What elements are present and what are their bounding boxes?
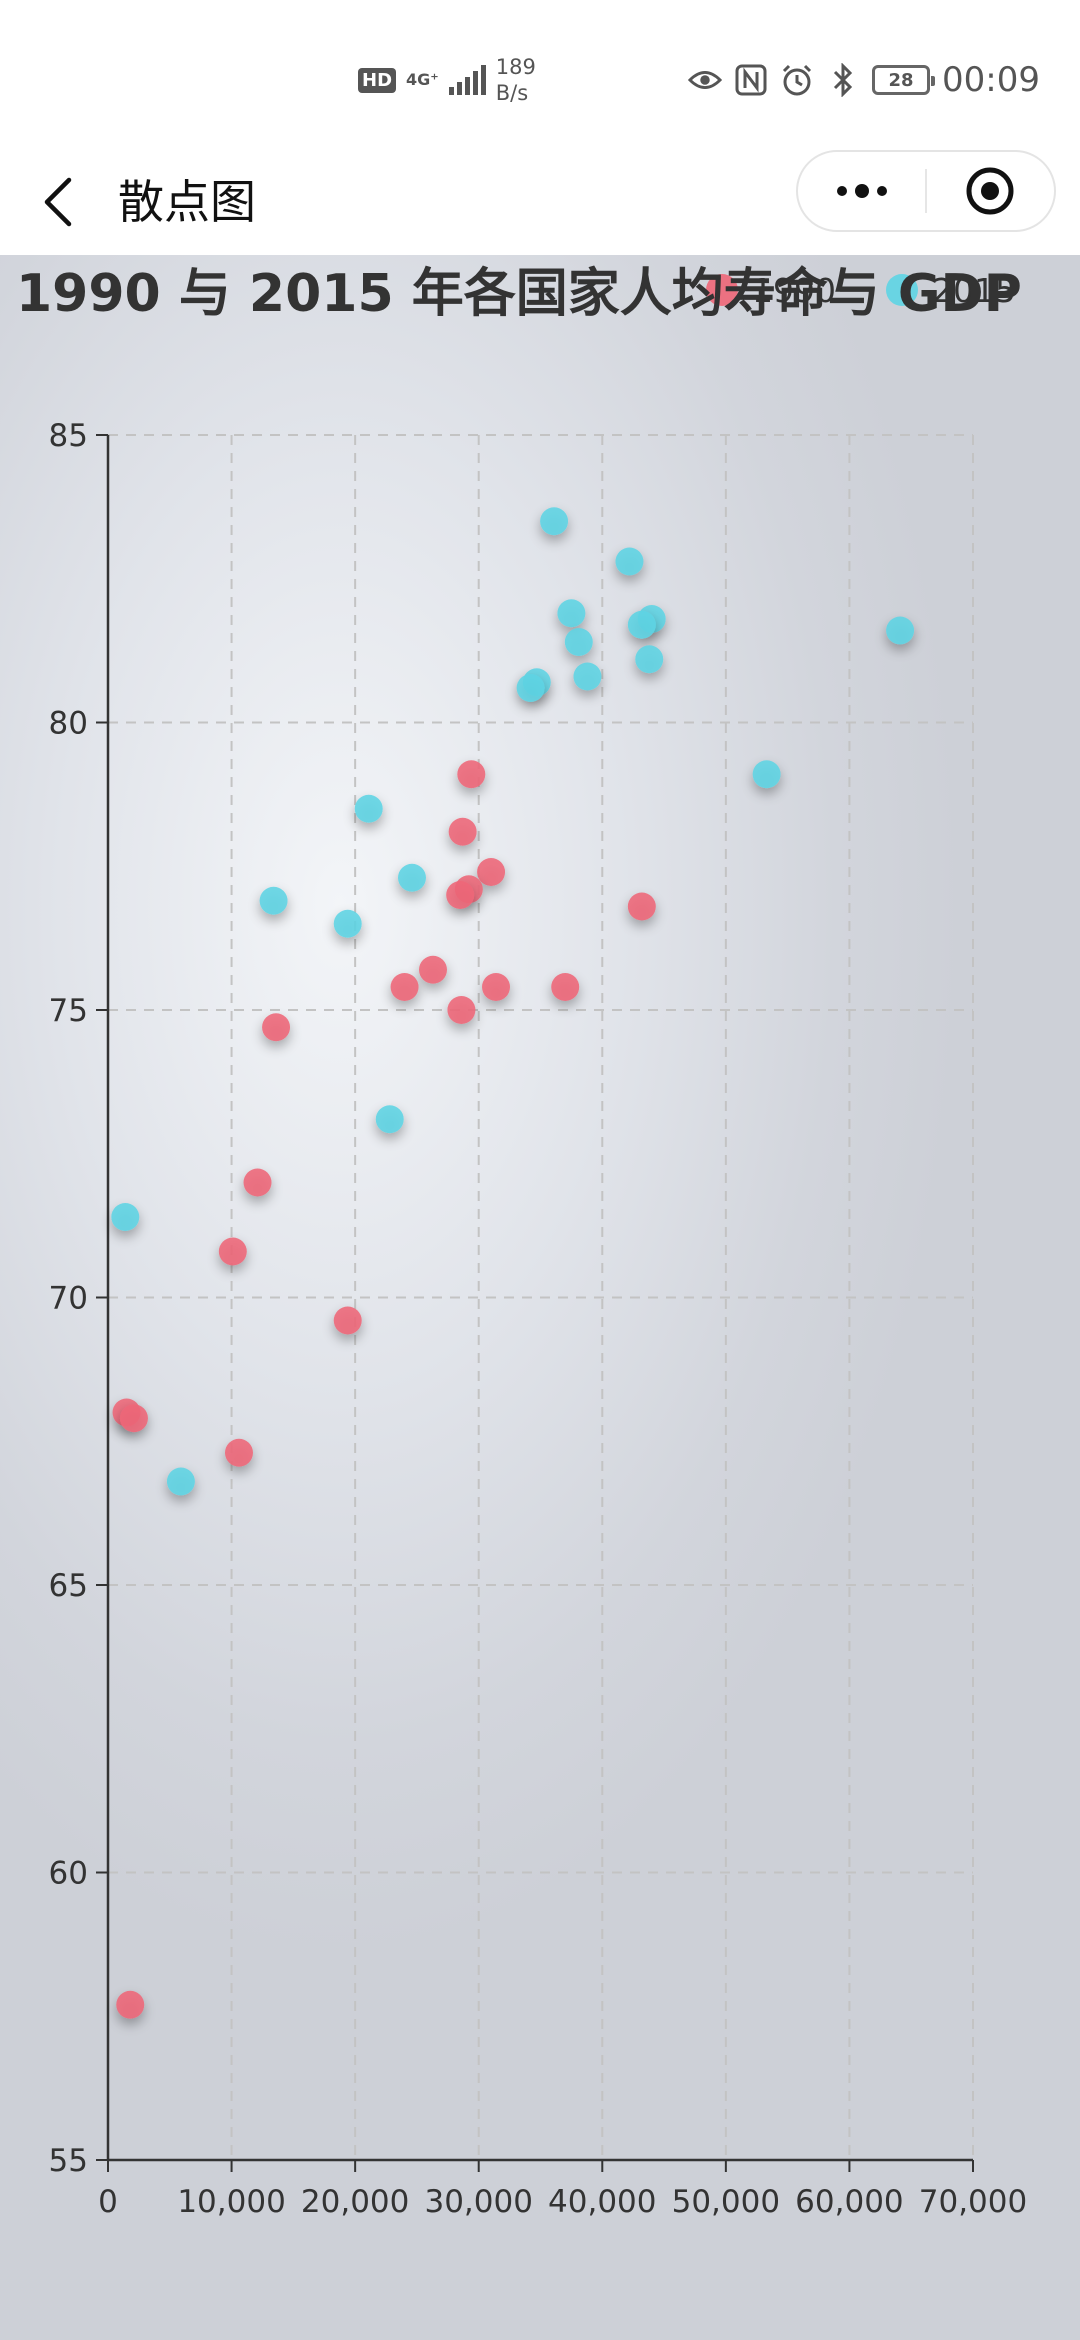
x-tick-label: 30,000	[424, 2184, 532, 2220]
data-point-1990	[482, 973, 511, 1001]
network-type: 4G⁺	[406, 70, 439, 89]
data-point-1990	[448, 817, 477, 846]
x-tick-label: 0	[98, 2184, 118, 2220]
data-point-1990	[551, 973, 580, 1001]
scatter-chart: 0 10,000 20,000 30,000 40,000 50,000 60,000 70,…	[16, 264, 1027, 2220]
legend-label-2015: 2015	[932, 271, 1016, 310]
more-dots-icon	[836, 184, 887, 198]
data-point-2015	[540, 507, 569, 536]
data-point-2015	[752, 760, 781, 789]
data-point-2015	[615, 547, 644, 576]
data-point-1990	[477, 858, 506, 886]
x-tick-label: 50,000	[672, 2184, 780, 2220]
y-tick-label: 80	[49, 706, 88, 742]
data-point-1990	[457, 760, 486, 789]
chart-area: 0 10,000 20,000 30,000 40,000 50,000 60,000 70,…	[0, 255, 1080, 2340]
chart-title: 1990 与 2015 年各国家人均寿命与 GDP	[16, 264, 1022, 324]
legend-label-1990: 1990	[752, 271, 836, 310]
data-point-1990	[627, 892, 656, 921]
signal-icon	[448, 65, 486, 95]
data-point-2015	[397, 863, 426, 892]
y-tick-label: 70	[49, 1281, 88, 1317]
data-point-2015	[354, 794, 383, 823]
speed-value: 189	[495, 55, 536, 79]
capsule-divider	[925, 169, 927, 213]
target-circle-icon	[966, 167, 1014, 215]
y-tick-label: 60	[49, 1856, 88, 1892]
data-point-2015	[111, 1203, 140, 1231]
data-point-2015	[627, 610, 656, 639]
chevron-left-icon	[44, 177, 72, 227]
data-point-1990	[333, 1306, 362, 1335]
bluetooth-icon	[826, 63, 860, 97]
data-point-2015	[375, 1105, 404, 1134]
hd-badge: HD	[358, 67, 397, 93]
data-point-2015	[333, 909, 362, 938]
data-point-2015	[516, 674, 545, 702]
y-tick-label: 85	[49, 418, 88, 454]
mini-program-capsule	[796, 150, 1056, 232]
status-icons: 28 00:09	[688, 55, 1040, 105]
x-tick-label: 60,000	[795, 2184, 903, 2220]
nav-bar: 散点图	[0, 150, 1080, 255]
speed-unit: B/s	[495, 81, 529, 105]
data-point-2015	[166, 1467, 195, 1496]
data-point-1990	[262, 1013, 291, 1042]
back-button[interactable]	[28, 162, 88, 242]
data-point-1990	[119, 1404, 148, 1433]
battery-icon: 28	[872, 65, 936, 95]
nfc-icon	[734, 63, 768, 97]
data-point-1990	[116, 1990, 145, 2019]
data-point-1990	[243, 1168, 272, 1197]
x-tick-label: 10,000	[177, 2184, 285, 2220]
data-point-1990	[418, 955, 447, 984]
network-speed: 189 B/s	[496, 54, 536, 106]
more-button[interactable]	[798, 152, 925, 230]
x-tick-label: 40,000	[548, 2184, 656, 2220]
alarm-icon	[780, 63, 814, 97]
data-point-2015	[635, 645, 664, 674]
data-point-1990	[447, 996, 476, 1024]
data-point-1990	[224, 1438, 253, 1467]
page-title: 散点图	[118, 175, 256, 229]
y-tick-label: 75	[49, 993, 88, 1029]
x-tick-label: 20,000	[301, 2184, 409, 2220]
y-tick-label: 55	[49, 2143, 88, 2179]
legend-marker-1990	[706, 274, 738, 306]
data-point-2015	[564, 628, 593, 656]
data-point-2015	[259, 886, 288, 915]
data-point-2015	[573, 662, 602, 691]
data-point-1990	[390, 973, 419, 1001]
clock: 00:09	[942, 60, 1040, 100]
data-point-2015	[886, 616, 915, 645]
data-point-2015	[557, 599, 586, 628]
status-bar: HD 4G⁺ 189 B/s 28 00:09	[0, 0, 1080, 150]
y-tick-label: 65	[49, 1568, 88, 1604]
data-point-1990	[446, 881, 475, 909]
data-point-1990	[218, 1237, 247, 1266]
network-status: HD 4G⁺ 189 B/s	[358, 50, 536, 110]
close-button[interactable]	[927, 152, 1054, 230]
eye-icon	[688, 63, 723, 97]
x-tick-label: 70,000	[919, 2184, 1027, 2220]
legend-marker-2015	[886, 274, 918, 306]
